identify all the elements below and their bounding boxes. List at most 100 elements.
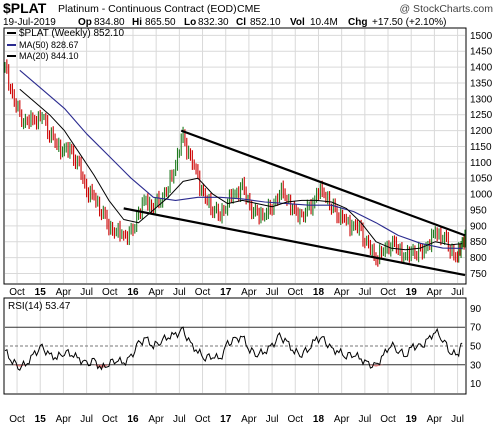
price-y-tick-label: 1250 [470, 110, 493, 121]
rsi-x-tick-label: Jul [358, 414, 371, 425]
rsi-y-tick-label: 90 [470, 304, 482, 315]
rsi-x-tick-label: Apr [148, 414, 164, 425]
rsi-x-tick-label: 19 [406, 414, 418, 425]
rsi-panel-frame [3, 297, 467, 395]
price-y-axis-ticks: 750 800 850 900 950 1000 1050 1100 1150 1200 1250 1… [470, 31, 493, 280]
quote-line: 19-Jul-2019 Op 834.80 Hi 865.50 Lo 832.3… [3, 17, 447, 28]
rsi-y-tick-label: 50 [470, 342, 482, 353]
price-gridlines [5, 29, 465, 283]
legend-swatch-ma20 [7, 55, 16, 57]
price-x-tick-label: Oct [380, 287, 396, 298]
rsi-oversold-fill [12, 364, 28, 367]
rsi-y-tick-label: 10 [470, 379, 482, 390]
price-y-tick-label: 1450 [470, 47, 493, 58]
rsi-x-tick-label: Jul [173, 414, 186, 425]
legend-ma20: MA(20) 844.10 [19, 51, 79, 61]
price-y-tick-label: 1100 [470, 158, 492, 169]
rsi-x-tick-label: Oct [380, 414, 396, 425]
price-x-tick-label: 17 [220, 287, 232, 298]
price-y-tick-label: 750 [470, 269, 487, 280]
rsi-x-tick-label: Apr [427, 414, 443, 425]
open-label: Op [78, 17, 92, 28]
rsi-x-tick-label: Oct [102, 414, 118, 425]
close-label: Cl [236, 17, 246, 28]
price-y-tick-label: 1350 [470, 78, 493, 89]
chart-instrument-name: Platinum - Continuous Contract (EOD) [58, 3, 237, 15]
price-legend: $PLAT (Weekly) 852.10 MA(50) 828.67 MA(2… [7, 28, 124, 61]
rsi-x-tick-label: Apr [334, 414, 350, 425]
rsi-x-tick-label: 15 [35, 414, 47, 425]
close-value: 852.10 [250, 17, 281, 28]
price-bars [4, 59, 466, 267]
price-y-tick-label: 1300 [470, 94, 493, 105]
price-x-tick-label: Apr [56, 287, 72, 298]
price-y-tick-label: 950 [470, 205, 487, 216]
rsi-oversold-fill [368, 364, 384, 367]
price-y-tick-label: 1500 [470, 31, 493, 42]
rsi-oversold-fill [94, 364, 109, 369]
price-y-tick-label: 1050 [470, 174, 493, 185]
rsi-series-line [4, 326, 463, 371]
copyright: @ StockCharts.com [399, 3, 493, 15]
volume-value: 10.4M [310, 17, 338, 28]
rsi-x-tick-label: Jul [451, 414, 464, 425]
rsi-x-tick-label: Oct [9, 414, 25, 425]
rsi-line [4, 326, 463, 371]
rsi-x-axis-ticks: Oct 15 Apr Jul Oct 16 Apr Jul Oct 17 Apr Jul Oct 18 Ap… [9, 414, 464, 425]
channel-lower [123, 207, 466, 277]
open-value: 834.80 [94, 17, 125, 28]
change-label: Chg [348, 17, 367, 28]
change-value: +17.50 (+2.10%) [372, 17, 447, 28]
legend-swatch-ma50 [7, 44, 16, 46]
high-value: 865.50 [145, 17, 176, 28]
price-x-tick-label: Apr [241, 287, 257, 298]
price-x-tick-label: Oct [102, 287, 118, 298]
rsi-x-tick-label: 17 [220, 414, 232, 425]
price-x-tick-label: Jul [358, 287, 371, 298]
ma50-line [19, 69, 463, 249]
rsi-x-tick-label: 16 [127, 414, 139, 425]
legend-ma50: MA(50) 828.67 [19, 40, 79, 50]
channel-upper [180, 129, 466, 237]
price-x-tick-label: 19 [406, 287, 418, 298]
price-x-tick-label: Oct [288, 287, 304, 298]
ma20-line [19, 88, 463, 251]
rsi-x-tick-label: Jul [266, 414, 279, 425]
price-x-tick-label: Oct [195, 287, 211, 298]
price-series-lines [19, 69, 463, 251]
quote-date: 19-Jul-2019 [3, 17, 56, 28]
rsi-x-tick-label: Oct [288, 414, 304, 425]
rsi-y-tick-label: 70 [470, 323, 482, 334]
low-label: Lo [184, 17, 196, 28]
rsi-x-tick-label: Apr [56, 414, 72, 425]
high-label: Hi [132, 17, 142, 28]
rsi-gridlines [5, 299, 465, 393]
price-x-tick-label: Apr [334, 287, 350, 298]
price-x-axis-ticks: Oct 15 Apr Jul Oct 16 Apr Jul Oct 17 Apr Jul Oct 18 Ap… [9, 287, 464, 298]
price-y-tick-label: 1000 [470, 190, 493, 201]
legend-swatch-price [7, 32, 16, 34]
price-x-tick-label: Jul [451, 287, 464, 298]
legend-price: $PLAT (Weekly) 852.10 [19, 28, 124, 39]
chart-symbol: $PLAT [3, 0, 47, 16]
price-x-tick-label: Jul [80, 287, 93, 298]
rsi-x-tick-label: Jul [80, 414, 93, 425]
price-x-tick-label: 16 [127, 287, 139, 298]
rsi-x-tick-label: 18 [313, 414, 325, 425]
rsi-y-axis-ticks: 10 30 50 70 90 [470, 304, 482, 390]
rsi-legend: RSI(14) 53.47 [8, 301, 71, 312]
price-y-tick-label: 1150 [470, 142, 492, 153]
price-y-tick-label: 800 [470, 253, 487, 264]
price-x-tick-label: Jul [266, 287, 279, 298]
price-x-tick-label: Oct [9, 287, 25, 298]
price-x-tick-label: Jul [173, 287, 186, 298]
rsi-x-tick-label: Oct [195, 414, 211, 425]
price-x-tick-label: Apr [427, 287, 443, 298]
price-x-tick-label: 15 [35, 287, 47, 298]
price-y-tick-label: 1400 [470, 63, 493, 74]
channel-trendlines [123, 129, 466, 277]
low-value: 832.30 [198, 17, 229, 28]
price-x-tick-label: Apr [148, 287, 164, 298]
price-y-tick-label: 900 [470, 221, 487, 232]
